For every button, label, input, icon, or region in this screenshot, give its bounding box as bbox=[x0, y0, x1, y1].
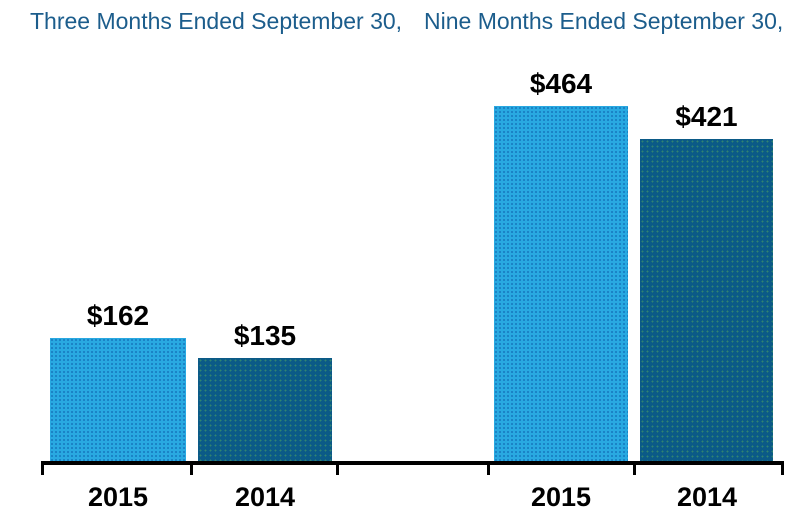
group-title-three-months: Three Months Ended September 30, bbox=[30, 8, 403, 34]
bar-2015-three-months bbox=[50, 338, 186, 462]
axis-tick bbox=[487, 461, 490, 475]
axis-tick bbox=[781, 461, 784, 475]
bar-2015-nine-months bbox=[494, 106, 628, 462]
axis-tick bbox=[41, 461, 44, 475]
bar-2014-three-months bbox=[198, 358, 332, 462]
value-label: $464 bbox=[529, 68, 593, 99]
group-title-nine-months: Nine Months Ended September 30, bbox=[424, 8, 784, 34]
value-label: $421 bbox=[675, 101, 738, 132]
bar-group-three-months-2015: $162 bbox=[50, 300, 186, 462]
x-tick-label-2015-left: 2015 bbox=[87, 482, 149, 512]
x-tick-label-2015-right: 2015 bbox=[530, 482, 592, 512]
axis-tick bbox=[336, 461, 339, 475]
bar-group-three-months-2014: $135 bbox=[198, 320, 332, 462]
x-axis-line bbox=[41, 461, 784, 465]
bar-group-nine-months-2014: $421 bbox=[640, 101, 773, 462]
axis-tick bbox=[633, 461, 636, 475]
bar-2014-nine-months bbox=[640, 139, 773, 462]
x-tick-label-2014-left: 2014 bbox=[234, 482, 296, 512]
value-label: $135 bbox=[233, 320, 297, 351]
axis-tick bbox=[190, 461, 193, 475]
value-label: $162 bbox=[86, 300, 150, 331]
x-tick-label-2014-right: 2014 bbox=[676, 482, 738, 512]
bar-group-nine-months-2015: $464 bbox=[494, 68, 628, 462]
